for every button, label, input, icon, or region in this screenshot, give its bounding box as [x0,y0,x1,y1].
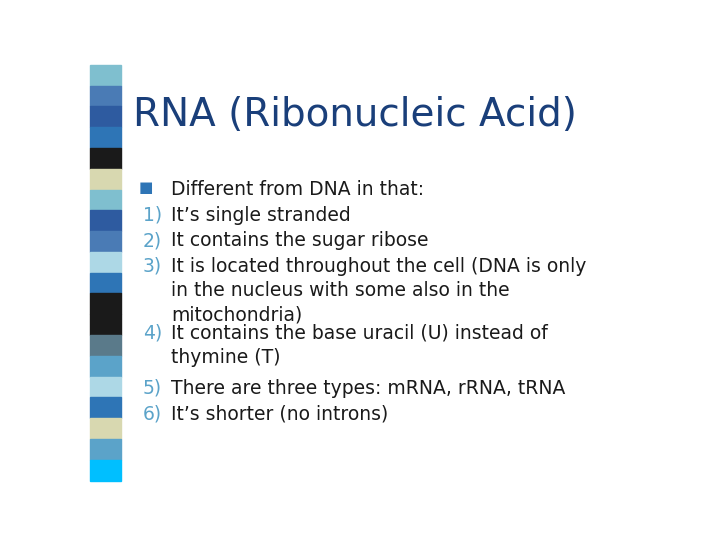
Text: 3): 3) [143,256,162,275]
Text: 4): 4) [143,323,162,342]
Bar [90,460,121,481]
Bar [90,168,121,190]
Text: There are three types: mRNA, rRNA, tRNA: There are three types: mRNA, rRNA, tRNA [171,379,566,398]
Text: 5): 5) [143,379,162,398]
Bar [90,439,121,460]
Bar [90,314,121,335]
Bar [90,148,121,168]
Bar [90,85,121,106]
Bar [90,294,121,314]
Text: 2): 2) [143,231,162,250]
Bar [90,127,121,148]
Bar [90,190,121,211]
Text: Different from DNA in that:: Different from DNA in that: [171,180,425,199]
Text: It contains the sugar ribose: It contains the sugar ribose [171,231,429,250]
Text: 6): 6) [143,404,162,423]
Bar [90,106,121,127]
Text: It is located throughout the cell (DNA is only
in the nucleus with some also in : It is located throughout the cell (DNA i… [171,256,587,324]
Text: ■: ■ [139,180,153,195]
Bar [90,65,121,85]
Text: RNA (Ribonucleic Acid): RNA (Ribonucleic Acid) [132,96,577,133]
Text: It’s single stranded: It’s single stranded [171,206,351,225]
Bar [90,210,121,231]
Text: 1): 1) [143,206,162,225]
Text: It contains the base uracil (U) instead of
thymine (T): It contains the base uracil (U) instead … [171,323,548,367]
Bar [90,377,121,397]
Bar [90,397,121,418]
Bar [90,252,121,273]
Text: It’s shorter (no introns): It’s shorter (no introns) [171,404,389,423]
Bar [90,356,121,377]
Bar [90,273,121,294]
Bar [90,335,121,356]
Bar [90,418,121,439]
Bar [90,231,121,252]
